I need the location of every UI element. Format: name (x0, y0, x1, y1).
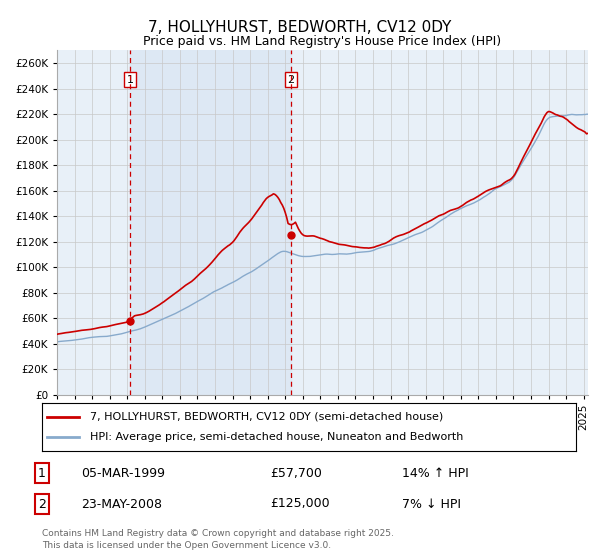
Text: 7, HOLLYHURST, BEDWORTH, CV12 0DY (semi-detached house): 7, HOLLYHURST, BEDWORTH, CV12 0DY (semi-… (90, 412, 443, 422)
Text: Contains HM Land Registry data © Crown copyright and database right 2025.
This d: Contains HM Land Registry data © Crown c… (42, 529, 394, 550)
Text: 7, HOLLYHURST, BEDWORTH, CV12 0DY: 7, HOLLYHURST, BEDWORTH, CV12 0DY (148, 20, 452, 35)
Text: 1: 1 (127, 74, 134, 85)
Text: 2: 2 (287, 74, 295, 85)
Text: £125,000: £125,000 (270, 497, 329, 511)
Title: Price paid vs. HM Land Registry's House Price Index (HPI): Price paid vs. HM Land Registry's House … (143, 35, 502, 48)
Text: 2: 2 (38, 497, 46, 511)
Text: 05-MAR-1999: 05-MAR-1999 (81, 466, 165, 480)
Text: 1: 1 (38, 466, 46, 480)
Text: 7% ↓ HPI: 7% ↓ HPI (402, 497, 461, 511)
Text: £57,700: £57,700 (270, 466, 322, 480)
Bar (130, 50, 291, 395)
Text: 23-MAY-2008: 23-MAY-2008 (81, 497, 162, 511)
Text: 14% ↑ HPI: 14% ↑ HPI (402, 466, 469, 480)
Text: HPI: Average price, semi-detached house, Nuneaton and Bedworth: HPI: Average price, semi-detached house,… (90, 432, 463, 442)
